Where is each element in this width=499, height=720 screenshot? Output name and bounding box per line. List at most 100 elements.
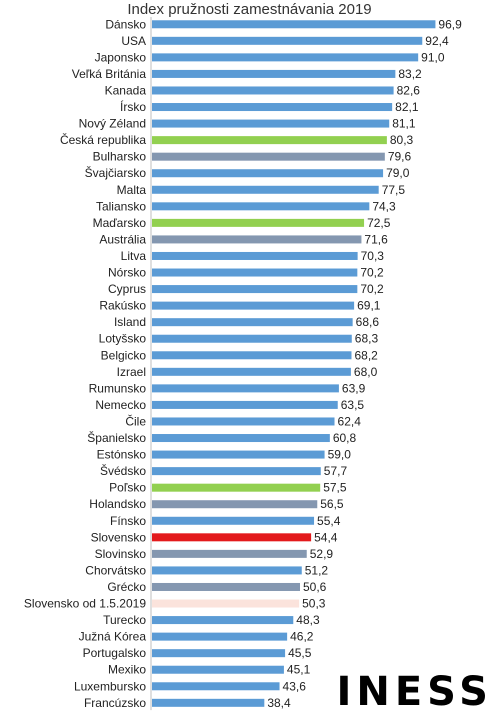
value-label: 52,9	[310, 547, 334, 561]
value-label: 72,5	[367, 216, 391, 230]
value-label: 50,6	[303, 580, 327, 594]
value-label: 77,5	[382, 183, 406, 197]
value-label: 46,2	[290, 630, 314, 644]
category-label: Maďarsko	[93, 216, 147, 230]
bar	[152, 467, 321, 476]
value-label: 68,3	[355, 332, 379, 346]
bar	[152, 450, 325, 459]
category-label: Cyprus	[108, 282, 146, 296]
value-label: 63,9	[342, 381, 366, 395]
bar	[152, 36, 423, 45]
category-label: Nemecko	[95, 398, 146, 412]
category-label: Južná Kórea	[79, 630, 147, 644]
bar	[152, 665, 284, 674]
category-label: Slovensko od 1.5.2019	[24, 597, 146, 611]
category-label: Francúzsko	[84, 696, 146, 710]
category-label: Írsko	[120, 99, 146, 114]
category-label: Mexiko	[108, 663, 146, 677]
value-label: 70,2	[360, 266, 384, 280]
category-label: Belgicko	[101, 348, 147, 362]
value-label: 81,1	[392, 117, 416, 131]
bar	[152, 582, 301, 591]
bar	[152, 268, 358, 277]
bar	[152, 599, 300, 608]
category-label: Veľká Británia	[72, 67, 147, 81]
value-label: 79,0	[386, 166, 410, 180]
bar	[152, 351, 352, 360]
category-label: Fínsko	[110, 514, 146, 528]
bar	[152, 533, 312, 542]
bar	[152, 367, 351, 376]
bar	[152, 53, 419, 62]
value-label: 68,2	[354, 348, 378, 362]
bar	[152, 301, 355, 310]
bar	[152, 69, 396, 78]
value-label: 71,6	[364, 232, 388, 246]
bar	[152, 434, 330, 443]
bar	[152, 649, 286, 658]
value-label: 69,1	[357, 299, 381, 313]
chart-title: Index pružnosti zamestnávania 2019	[127, 1, 372, 18]
value-label: 96,9	[438, 17, 462, 31]
category-labels: Dánsko USA Japonsko Veľká Británia Kanada Írs…	[24, 17, 146, 710]
category-label: Španielsko	[87, 430, 146, 445]
category-label: Japonsko	[95, 50, 147, 64]
value-labels: 96,9 92,4 91,0 83,2 82,6 82,1 81,1 80,3 79,6 79,0…	[267, 17, 462, 710]
category-label: Dánsko	[105, 17, 146, 31]
value-label: 70,3	[361, 249, 385, 263]
bar	[152, 698, 265, 707]
bar	[152, 334, 352, 343]
bar	[152, 119, 390, 128]
bar	[152, 185, 379, 194]
category-label: Izrael	[117, 365, 146, 379]
bar	[152, 384, 339, 393]
bar	[152, 152, 385, 161]
bar	[152, 500, 318, 509]
value-label: 60,8	[333, 431, 357, 445]
bar	[152, 285, 358, 294]
category-label: Slovinsko	[95, 547, 147, 561]
value-label: 82,1	[395, 100, 419, 114]
bar	[152, 218, 365, 227]
category-label: Rakúsko	[99, 299, 146, 313]
value-label: 83,2	[398, 67, 422, 81]
value-label: 50,3	[302, 597, 326, 611]
value-label: 59,0	[328, 448, 352, 462]
bar	[152, 202, 370, 211]
category-label: Kanada	[105, 83, 147, 97]
value-label: 38,4	[267, 696, 291, 710]
bar	[152, 86, 394, 95]
category-label: Taliansko	[96, 199, 146, 213]
category-label: Holandsko	[89, 497, 146, 511]
value-label: 45,5	[288, 646, 312, 660]
category-label: Nový Zéland	[79, 117, 146, 131]
bar	[152, 235, 362, 244]
value-label: 70,2	[360, 282, 384, 296]
value-label: 55,4	[317, 514, 341, 528]
category-label: Island	[114, 315, 146, 329]
category-label: Lotyšsko	[99, 332, 147, 346]
category-label: Austrália	[99, 232, 146, 246]
bar	[152, 20, 436, 29]
bar	[152, 566, 302, 575]
category-label: Slovensko	[91, 530, 147, 544]
value-label: 91,0	[421, 50, 445, 64]
bar	[152, 103, 393, 112]
category-label: Litva	[121, 249, 147, 263]
bar	[152, 136, 387, 145]
category-label: Turecko	[103, 613, 146, 627]
category-label: Rumunsko	[89, 381, 147, 395]
bar	[152, 400, 338, 409]
value-label: 62,4	[338, 414, 362, 428]
bar	[152, 549, 307, 558]
value-label: 68,6	[356, 315, 380, 329]
category-label: Bulharsko	[93, 150, 147, 164]
value-label: 45,1	[287, 663, 311, 677]
value-label: 56,5	[320, 497, 344, 511]
iness-logo: INESS	[336, 669, 493, 715]
bar	[152, 417, 335, 426]
category-label: Chorvátsko	[85, 563, 146, 577]
value-label: 79,6	[388, 150, 412, 164]
value-label: 68,0	[354, 365, 378, 379]
value-label: 43,6	[283, 679, 307, 693]
